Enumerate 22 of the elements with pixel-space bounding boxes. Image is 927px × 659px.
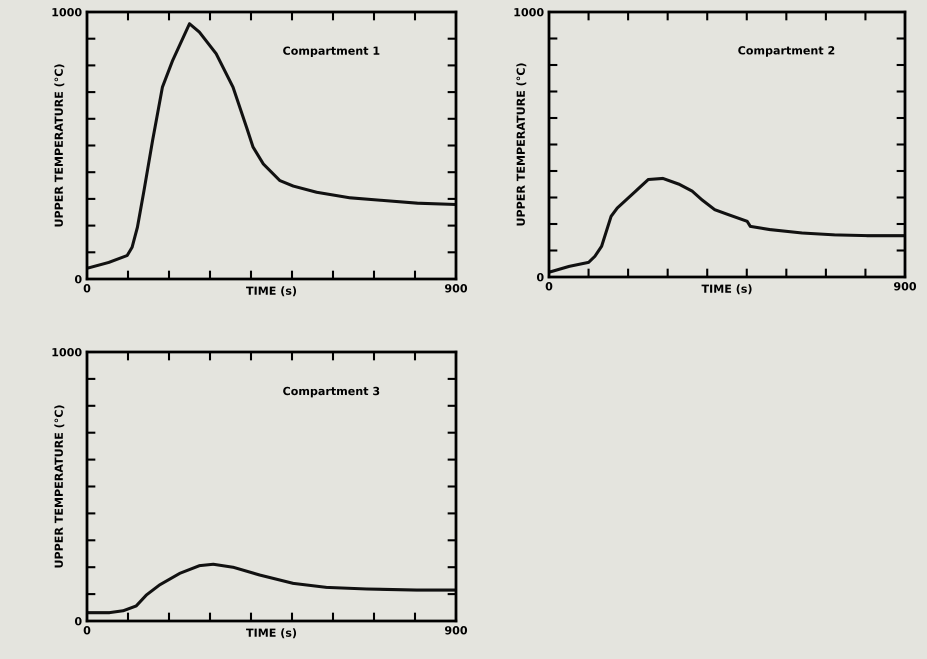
y-tick-label: 1000 — [514, 8, 544, 16]
y-tick-label: 0 — [74, 616, 82, 626]
x-axis-title: TIME (s) — [246, 628, 296, 638]
x-tick-label: 900 — [444, 284, 468, 292]
x-tick-label: 0 — [84, 284, 90, 292]
x-tick-label: 0 — [546, 282, 552, 290]
line-series — [549, 176, 905, 274]
x-tick-label: 900 — [444, 626, 468, 634]
y-axis-title: UPPER TEMPERATURE (°C) — [516, 63, 526, 226]
line-series — [87, 562, 456, 614]
line-series — [87, 22, 456, 270]
y-axis-title: UPPER TEMPERATURE (°C) — [54, 64, 64, 227]
annotation: Compartment 1 — [283, 46, 380, 58]
annotation: Compartment 2 — [738, 46, 834, 57]
y-tick-label: 1000 — [52, 8, 82, 16]
x-tick-label: 900 — [894, 282, 916, 290]
x-axis-title: TIME (s) — [702, 284, 752, 294]
y-tick-label: 1000 — [52, 348, 82, 356]
y-axis-title: UPPER TEMPERATURE (°C) — [54, 405, 64, 568]
annotation: Compartment 3 — [283, 386, 380, 398]
x-axis-title: TIME (s) — [246, 286, 296, 296]
y-tick-label: 0 — [74, 274, 82, 284]
